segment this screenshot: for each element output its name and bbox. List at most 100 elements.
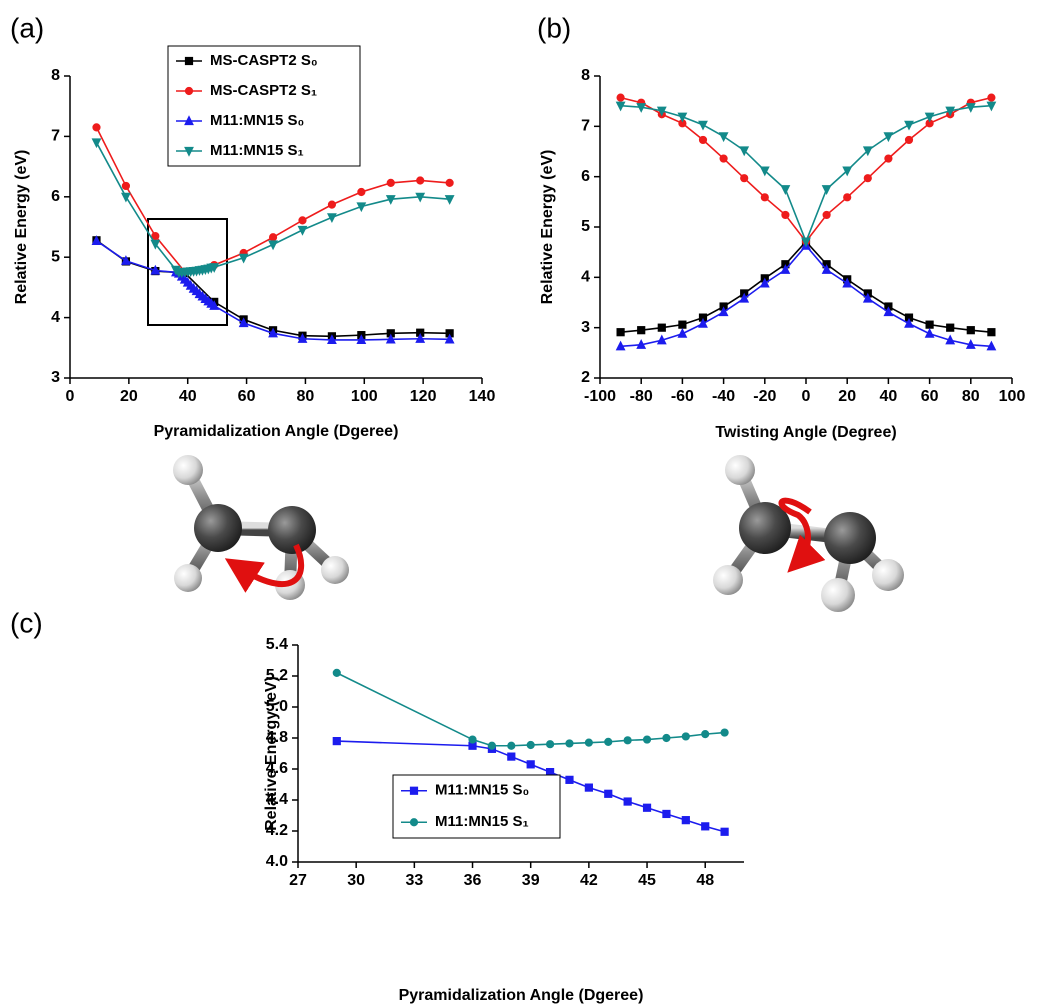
marker — [387, 179, 394, 186]
marker — [638, 327, 645, 334]
x-tick-label: 39 — [522, 872, 540, 889]
marker — [508, 742, 515, 749]
x-tick-label: -20 — [753, 388, 776, 405]
marker — [469, 736, 476, 743]
series — [617, 241, 996, 350]
x-tick-label: 80 — [297, 388, 315, 405]
x-tick-label: 0 — [66, 388, 75, 405]
marker — [605, 790, 612, 797]
legend-label: M11:MN15 S₁ — [210, 142, 304, 159]
series-line — [621, 106, 992, 242]
x-tick-label: 120 — [410, 388, 437, 405]
x-tick-label: 42 — [580, 872, 598, 889]
marker — [508, 753, 515, 760]
marker — [682, 817, 689, 824]
marker — [299, 217, 306, 224]
marker — [546, 741, 553, 748]
marker — [905, 121, 913, 129]
marker — [678, 329, 686, 337]
x-tick-label: 80 — [962, 388, 980, 405]
marker — [699, 136, 706, 143]
marker — [721, 729, 728, 736]
marker — [93, 124, 100, 131]
x-tick-label: 36 — [464, 872, 482, 889]
y-tick-label: 3 — [581, 319, 590, 336]
x-tick-label: 27 — [289, 872, 307, 889]
marker — [122, 182, 129, 189]
marker — [926, 321, 933, 328]
series — [617, 94, 995, 245]
x-axis-title: Twisting Angle (Degree) — [715, 424, 896, 441]
series-line — [96, 240, 449, 336]
legend-marker — [185, 87, 192, 94]
panel-label: (c) — [10, 607, 43, 638]
series-line — [621, 246, 992, 347]
marker — [269, 234, 276, 241]
marker — [988, 94, 995, 101]
x-tick-label: 100 — [999, 388, 1026, 405]
marker — [92, 139, 100, 147]
marker — [605, 738, 612, 745]
y-tick-label: 6 — [51, 188, 60, 205]
legend-marker — [185, 57, 192, 64]
y-tick-label: 8 — [51, 67, 60, 84]
legend-label: M11:MN15 S₀ — [435, 782, 529, 799]
marker — [585, 784, 592, 791]
marker — [624, 737, 631, 744]
marker — [527, 741, 534, 748]
y-tick-label: 2 — [581, 369, 590, 386]
x-tick-label: -60 — [671, 388, 694, 405]
x-tick-label: 60 — [238, 388, 256, 405]
marker — [947, 324, 954, 331]
marker — [682, 733, 689, 740]
y-tick-label: 5 — [51, 248, 60, 265]
marker — [417, 177, 424, 184]
y-tick-label: 7 — [51, 128, 60, 145]
marker — [884, 133, 892, 141]
y-tick-label: 3 — [51, 369, 60, 386]
panel-label: (a) — [10, 12, 44, 43]
x-axis-title: Pyramidalization Angle (Dgeree) — [399, 987, 644, 1004]
marker — [446, 179, 453, 186]
series — [333, 669, 728, 749]
x-tick-label: 40 — [179, 388, 197, 405]
x-tick-label: 60 — [921, 388, 939, 405]
marker — [328, 201, 335, 208]
marker — [679, 321, 686, 328]
y-axis-title: Relative Energy (eV) — [263, 676, 280, 831]
legend-label: M11:MN15 S₁ — [435, 813, 529, 830]
legend-marker — [410, 819, 417, 826]
marker — [844, 194, 851, 201]
x-tick-label: 40 — [880, 388, 898, 405]
y-tick-label: 5.4 — [266, 636, 288, 653]
marker — [721, 828, 728, 835]
legend-marker — [410, 787, 417, 794]
marker — [988, 329, 995, 336]
marker — [527, 761, 534, 768]
x-tick-label: 140 — [469, 388, 496, 405]
marker — [720, 155, 727, 162]
molecule-b — [713, 455, 904, 612]
panel-label: (b) — [537, 12, 571, 43]
x-tick-label: 33 — [405, 872, 423, 889]
marker — [926, 329, 934, 337]
marker — [358, 188, 365, 195]
marker — [781, 186, 789, 194]
y-tick-label: 8 — [581, 67, 590, 84]
legend-label: MS-CASPT2 S₀ — [210, 52, 318, 69]
molecule-a — [173, 455, 349, 600]
marker — [864, 175, 871, 182]
y-tick-label: 5 — [581, 218, 590, 235]
x-tick-label: -80 — [630, 388, 653, 405]
y-tick-label: 4 — [51, 309, 60, 326]
marker — [702, 823, 709, 830]
x-tick-label: -100 — [584, 388, 616, 405]
series — [617, 238, 995, 336]
marker — [720, 133, 728, 141]
y-tick-label: 6 — [581, 168, 590, 185]
marker — [702, 731, 709, 738]
y-tick-label: 4 — [581, 269, 590, 286]
y-tick-label: 4.0 — [266, 853, 288, 870]
legend-label: MS-CASPT2 S₁ — [210, 82, 317, 99]
series — [617, 102, 996, 246]
